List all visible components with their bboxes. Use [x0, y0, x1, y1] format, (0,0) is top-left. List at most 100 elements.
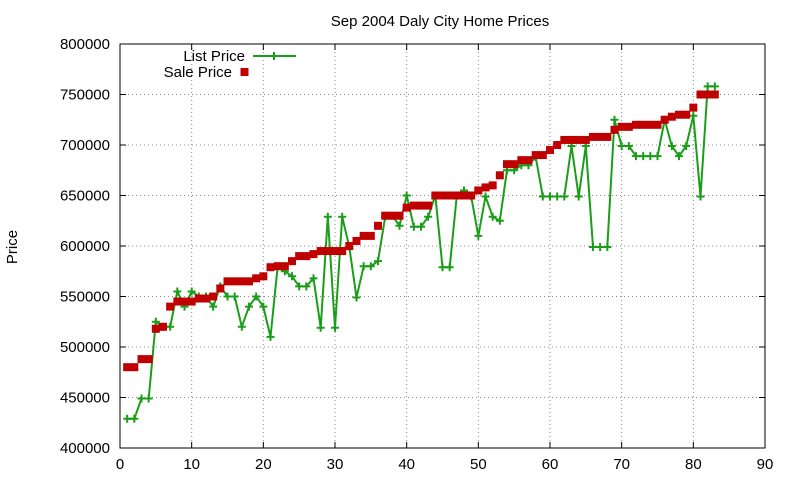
sale-price-point: [295, 252, 304, 261]
sale-price-point: [567, 135, 576, 144]
legend: List Price Sale Price: [164, 48, 296, 81]
sale-price-point: [682, 110, 691, 119]
list-price-point: [710, 82, 719, 91]
list-price-point: [331, 323, 339, 332]
sale-price-point: [431, 191, 440, 200]
y-tick-label: 400000: [60, 440, 110, 457]
list-price-point: [603, 243, 612, 252]
sale-price-point: [467, 191, 476, 200]
list-price-point: [266, 332, 275, 341]
list-price-point: [682, 142, 691, 151]
sale-price-point: [517, 156, 526, 165]
list-price-point: [352, 293, 361, 302]
sale-price-point: [689, 103, 698, 112]
sale-price-point: [216, 284, 225, 293]
list-price-point: [653, 152, 662, 161]
y-tick-label: 800000: [60, 36, 110, 53]
sale-price-point: [366, 231, 375, 240]
list-price-point: [402, 191, 411, 200]
legend-sale-price-label: Sale Price: [164, 64, 232, 81]
sale-price-point: [302, 252, 311, 261]
sale-price-point: [266, 263, 275, 272]
sale-price-point: [624, 122, 633, 131]
sale-price-point: [137, 355, 146, 364]
sale-price-point: [159, 322, 167, 331]
sale-price-point: [316, 247, 325, 256]
list-price-point: [259, 302, 268, 311]
x-tick-label: 30: [327, 456, 344, 473]
sale-price-point: [252, 274, 261, 283]
sale-price-point: [639, 120, 648, 129]
list-price-point: [610, 115, 619, 124]
sale-price-point: [331, 247, 339, 256]
sale-price-point: [553, 141, 562, 149]
list-price-point: [187, 287, 196, 296]
sale-price-point: [388, 211, 397, 220]
list-price-point: [359, 262, 368, 271]
sale-price-point: [245, 277, 253, 286]
list-price-point: [130, 414, 139, 423]
list-price-point: [374, 257, 382, 266]
sale-price-point: [667, 112, 676, 121]
y-tick-label: 700000: [60, 137, 110, 154]
list-price-point: [424, 212, 433, 221]
list-price-point: [488, 212, 497, 221]
y-axis-label: Price: [4, 230, 21, 264]
list-price-point: [409, 222, 418, 231]
sale-price-point: [280, 262, 289, 271]
list-price-point: [151, 317, 160, 326]
y-tick-label: 750000: [60, 87, 110, 104]
sale-price-point: [460, 191, 468, 200]
list-price-point: [338, 212, 347, 221]
list-price-point: [173, 287, 182, 296]
list-price-point: [667, 142, 676, 151]
sale-price-point: [166, 302, 175, 311]
sale-price-point: [381, 211, 390, 220]
sale-price-point: [589, 132, 597, 141]
sale-price-point: [417, 201, 425, 210]
list-price-point: [302, 282, 311, 291]
sale-price-point: [503, 160, 511, 169]
y-tick-label: 650000: [60, 188, 110, 205]
list-price-point: [589, 243, 597, 252]
list-price-point: [474, 231, 483, 240]
grid-layer: [120, 44, 765, 448]
list-price-point: [538, 192, 547, 201]
list-price-point: [617, 142, 626, 151]
sale-price-point: [524, 156, 533, 165]
sale-price-point: [259, 272, 268, 281]
x-tick-label: 10: [183, 456, 200, 473]
sale-price-point: [495, 171, 504, 180]
sale-price-point: [395, 211, 404, 220]
sale-price-point: [481, 183, 490, 192]
sale-price-point: [237, 277, 246, 286]
sale-price-point: [596, 132, 605, 141]
list-price-point: [546, 192, 554, 201]
sale-price-point: [359, 231, 368, 240]
sale-price-point: [374, 221, 382, 230]
sale-price-point: [402, 203, 411, 212]
sale-price-point: [703, 90, 712, 99]
list-price-point: [703, 82, 712, 91]
sale-price-point: [488, 181, 497, 190]
list-price-point: [445, 263, 454, 272]
tick-layer: 400000 450000 500000 550000 600000 650000 7000…: [60, 36, 773, 473]
sale-price-point: [173, 297, 182, 306]
sale-price-point: [632, 120, 640, 129]
list-price-point: [696, 192, 705, 201]
sale-price-point: [352, 236, 361, 245]
sale-price-point: [696, 90, 705, 99]
sale-price-point: [180, 297, 189, 306]
legend-sale-price-marker: [240, 68, 249, 76]
sale-price-point: [273, 262, 282, 271]
sale-price-point: [144, 355, 153, 364]
sale-price-point: [452, 191, 461, 200]
sale-price-point: [617, 122, 626, 131]
sale-price-point: [538, 151, 547, 160]
sale-price-point: [345, 242, 354, 250]
x-tick-label: 40: [398, 456, 415, 473]
sale-price-point: [560, 135, 569, 144]
sale-price-point: [209, 292, 218, 301]
sale-price-point: [474, 186, 483, 195]
sale-price-point: [187, 297, 196, 306]
